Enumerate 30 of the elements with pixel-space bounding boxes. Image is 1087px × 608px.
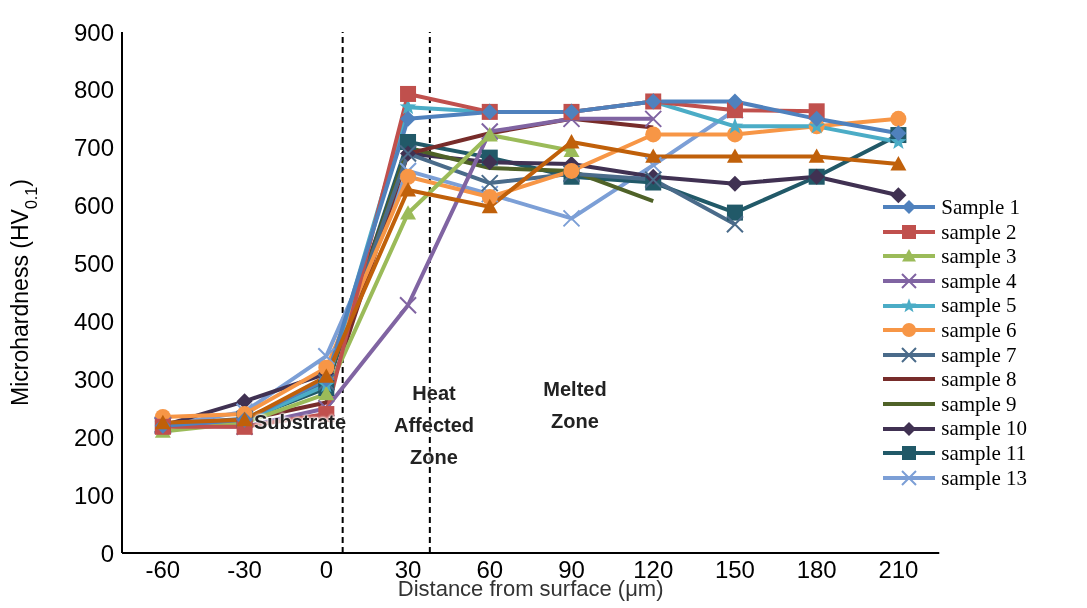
legend-label: sample 2 [941, 219, 1017, 245]
legend-label: Sample 1 [941, 195, 1021, 220]
y-tick-label: 900 [73, 18, 114, 46]
y-tick-label: 100 [73, 481, 114, 509]
y-tick-label: 0 [100, 539, 114, 567]
x-tick-label: 0 [319, 556, 333, 584]
x-tick-label: -30 [227, 556, 262, 584]
legend-label: sample 13 [941, 465, 1027, 491]
y-tick-label: 600 [73, 192, 114, 220]
y-tick-label: 700 [73, 134, 114, 162]
y-tick-label: 800 [73, 76, 114, 104]
y-tick-label: 200 [73, 423, 114, 451]
legend-label: sample 5 [941, 293, 1017, 318]
legend-label: sample 8 [941, 367, 1017, 392]
annotation: Heat Affected Zone [393, 381, 475, 470]
legend-label: sample 3 [941, 244, 1017, 269]
y-tick-label: 300 [73, 365, 114, 393]
legend-label: sample 9 [941, 391, 1017, 417]
x-tick-label: 210 [878, 556, 919, 584]
x-tick-label: 150 [714, 556, 755, 584]
x-tick-label: 180 [796, 556, 837, 584]
y-tick-label: 400 [73, 307, 114, 335]
y-tick-label: 500 [73, 250, 114, 278]
annotation: Melted Zone [543, 377, 607, 434]
x-tick-label: -60 [145, 556, 181, 584]
legend-label: sample 7 [941, 342, 1017, 368]
legend-label: sample 4 [941, 268, 1017, 294]
legend-label: sample 11 [941, 440, 1027, 466]
legend-label: sample 6 [941, 317, 1017, 343]
legend-label: sample 10 [941, 416, 1027, 441]
